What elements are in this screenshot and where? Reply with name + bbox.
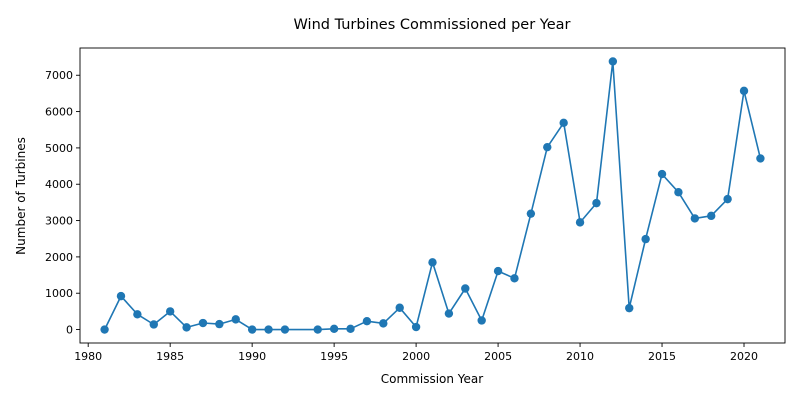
data-point xyxy=(395,303,404,312)
data-point xyxy=(625,303,634,313)
data-point xyxy=(756,154,765,163)
data-point xyxy=(707,211,716,221)
data-point xyxy=(641,234,650,244)
data-point xyxy=(215,319,224,329)
data-point xyxy=(444,309,454,318)
data-point xyxy=(133,310,142,319)
data-point xyxy=(608,57,618,66)
y-tick-label: 2000 xyxy=(45,251,73,264)
data-point xyxy=(723,194,732,204)
data-points xyxy=(100,57,765,334)
x-tick-label: 1980 xyxy=(74,350,102,363)
x-tick-label: 1995 xyxy=(320,350,348,363)
y-tick-label: 5000 xyxy=(45,142,73,155)
y-tick-label: 4000 xyxy=(45,178,73,191)
x-tick-label: 1990 xyxy=(238,350,266,363)
x-tick-label: 2020 xyxy=(730,350,758,363)
series-line xyxy=(103,60,762,331)
data-point xyxy=(543,142,552,152)
data-point xyxy=(559,118,568,128)
y-tick-label: 7000 xyxy=(45,69,73,82)
y-axis: 0 1000 2000 3000 4000 5000 6000 7000 xyxy=(45,69,80,337)
x-tick-label: 2000 xyxy=(402,350,430,363)
y-tick-label: 0 xyxy=(66,324,73,337)
x-tick-label: 2015 xyxy=(648,350,676,363)
data-point xyxy=(461,284,470,293)
data-point xyxy=(280,325,290,334)
data-point xyxy=(247,325,257,334)
data-point xyxy=(379,319,388,328)
data-point xyxy=(477,316,486,325)
data-point xyxy=(264,325,273,334)
data-point xyxy=(313,325,322,334)
data-point xyxy=(592,198,601,208)
data-point xyxy=(100,325,109,334)
data-point xyxy=(182,323,191,332)
y-tick-label: 1000 xyxy=(45,287,73,300)
y-tick-label: 6000 xyxy=(45,106,73,119)
data-point xyxy=(116,291,126,301)
data-point xyxy=(231,315,240,324)
data-point xyxy=(165,307,175,316)
y-axis-label: Number of Turbines xyxy=(14,137,28,255)
x-axis: 1980 1985 1990 1995 2000 2005 2010 2015 2020 xyxy=(74,343,758,363)
data-point xyxy=(428,258,437,267)
data-point xyxy=(739,86,749,96)
x-tick-label: 2005 xyxy=(484,350,512,363)
data-point xyxy=(575,218,585,227)
data-point xyxy=(690,214,700,223)
x-tick-label: 2010 xyxy=(566,350,594,363)
data-point xyxy=(329,324,339,334)
data-point xyxy=(493,266,503,276)
chart-title: Wind Turbines Commissioned per Year xyxy=(294,17,571,33)
plot-frame xyxy=(79,47,786,344)
data-point xyxy=(510,274,519,283)
data-point xyxy=(149,320,158,329)
x-axis-label: Commission Year xyxy=(381,372,484,386)
data-point xyxy=(362,317,372,326)
data-point xyxy=(411,322,421,332)
data-point xyxy=(346,324,355,334)
data-point xyxy=(198,318,208,328)
data-point xyxy=(657,169,667,179)
x-tick-label: 1985 xyxy=(156,350,184,363)
y-tick-label: 3000 xyxy=(45,215,73,228)
data-point xyxy=(526,209,536,218)
data-point xyxy=(674,188,683,197)
